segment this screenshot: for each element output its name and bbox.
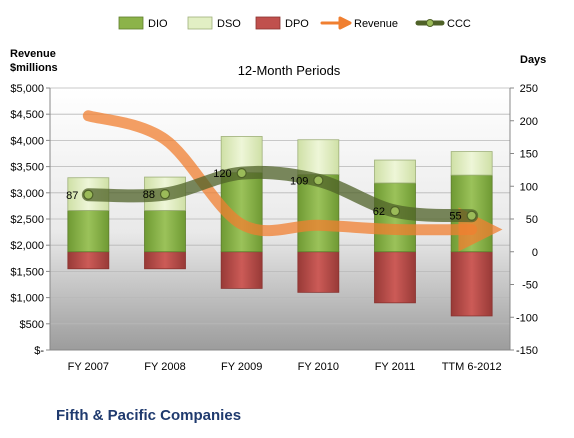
legend-label-dio: DIO [148, 18, 168, 30]
ccc-marker [236, 168, 247, 179]
category-label: FY 2007 [68, 361, 109, 373]
right-tick-label: 100 [520, 181, 538, 193]
legend: DIO DSO DPO Revenue CCC [118, 16, 471, 30]
left-tick-label: $1,500 [10, 266, 44, 278]
left-tick-label: $4,000 [10, 135, 44, 147]
dpo-bar [220, 251, 263, 289]
dso-bar [450, 151, 493, 176]
right-tick-label: 200 [520, 116, 538, 128]
left-tick-label: $4,500 [10, 109, 44, 121]
ccc-data-label: 109 [290, 175, 308, 187]
dpo-bar [450, 251, 493, 317]
legend-label-ccc: CCC [447, 18, 471, 30]
left-tick-label: $3,500 [10, 162, 44, 174]
category-label: TTM 6-2012 [442, 361, 502, 373]
ccc-data-label: 88 [143, 189, 155, 201]
dpo-bar [297, 251, 340, 293]
ccc-data-label: 120 [213, 168, 231, 180]
category-label: FY 2010 [298, 361, 339, 373]
dio-bar [67, 210, 110, 253]
legend-swatch-dso [187, 16, 213, 30]
ccc-data-label: 87 [66, 190, 78, 202]
dso-bar [374, 159, 416, 184]
legend-swatch-dio [118, 16, 144, 30]
left-tick-label: $2,000 [10, 240, 44, 252]
left-tick-label: $5,000 [10, 83, 44, 95]
dio-bar [144, 210, 186, 253]
dpo-bar [67, 251, 110, 270]
right-tick-label: 50 [526, 214, 538, 226]
category-label: FY 2011 [375, 361, 416, 373]
chart-title: 12-Month Periods [238, 63, 341, 78]
ccc-marker [313, 175, 324, 186]
right-tick-label: -50 [522, 280, 538, 292]
left-axis-title-line1: Revenue [10, 48, 56, 60]
ccc-data-label: 55 [449, 211, 461, 223]
left-tick-label: $500 [20, 319, 44, 331]
right-tick-label: -100 [516, 312, 538, 324]
left-axis-title-line2: $millions [10, 62, 58, 74]
right-tick-label: 250 [520, 83, 538, 95]
category-label: FY 2009 [221, 361, 262, 373]
legend-label-revenue: Revenue [354, 18, 398, 30]
dso-bar [297, 139, 340, 175]
right-axis-title: Days [520, 54, 546, 66]
ccc-data-label: 62 [373, 206, 385, 218]
dpo-bar [144, 251, 186, 270]
legend-swatch-ccc-marker [426, 19, 434, 27]
legend-label-dso: DSO [217, 18, 241, 30]
legend-swatch-revenue-arrow [320, 16, 352, 30]
legend-label-dpo: DPO [285, 18, 309, 30]
ccc-marker [83, 189, 94, 200]
right-tick-label: 150 [520, 149, 538, 161]
legend-swatch-dpo [255, 16, 281, 30]
revenue-line [82, 110, 503, 252]
left-tick-label: $2,500 [10, 214, 44, 226]
right-tick-label: 0 [532, 247, 538, 259]
ccc-marker [466, 210, 477, 221]
company-name: Fifth & Pacific Companies [56, 407, 241, 424]
axis-layer: $- $500 $1,000 $1,500 $2,000 $2,500 $3,000 $3,5… [10, 83, 538, 373]
ccc-marker [389, 206, 401, 217]
grid-layer [50, 87, 510, 351]
category-label: FY 2008 [144, 361, 185, 373]
left-tick-label: $- [34, 345, 44, 357]
left-tick-label: $3,000 [10, 188, 44, 200]
ccc-marker [159, 189, 171, 200]
left-tick-label: $1,000 [10, 293, 44, 305]
right-tick-label: -150 [516, 345, 538, 357]
dpo-bar [374, 251, 416, 304]
line-layer: 87 88 120 109 62 55 [66, 110, 503, 252]
